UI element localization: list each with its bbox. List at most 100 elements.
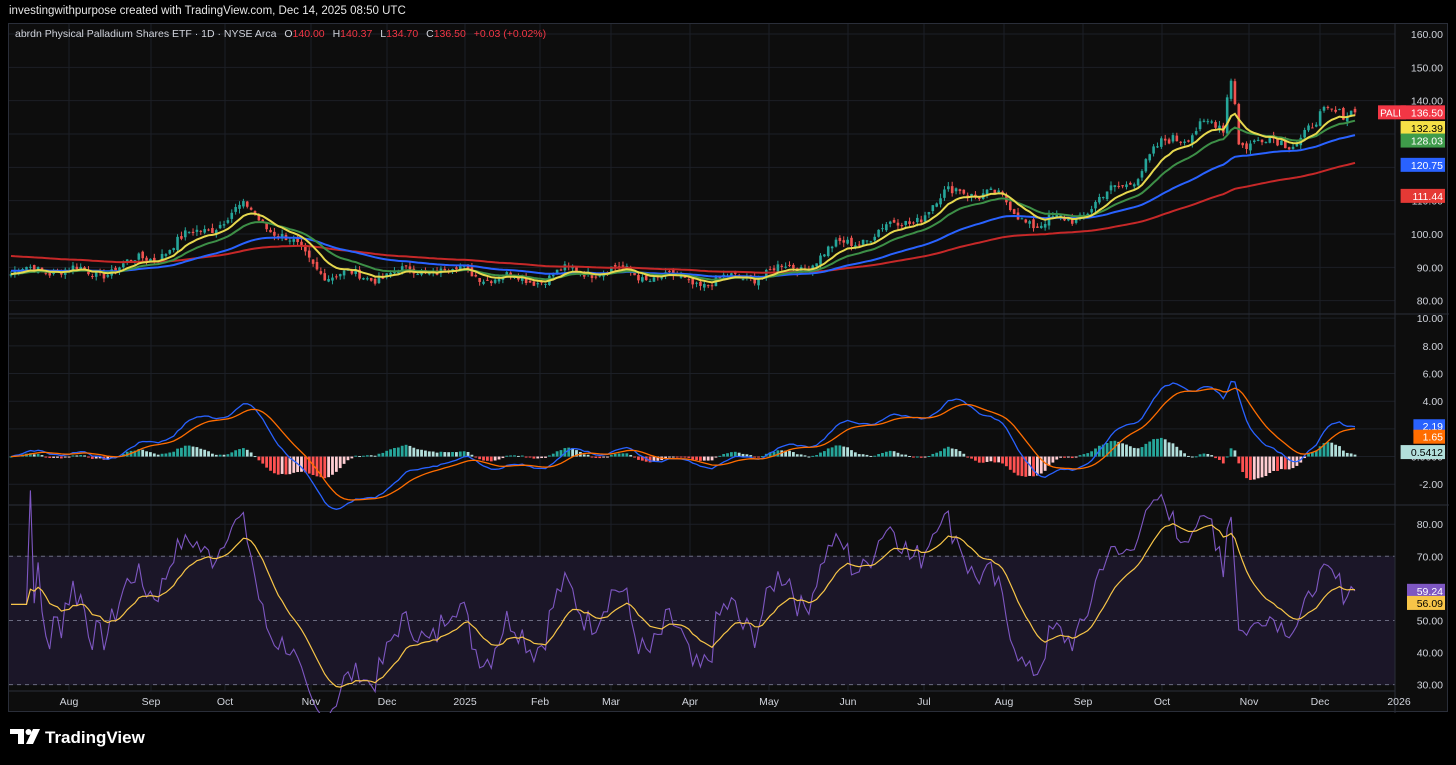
histogram-bar	[850, 450, 853, 457]
histogram-bar	[1268, 456, 1272, 473]
histogram-bar	[869, 455, 873, 457]
histogram-bar	[1338, 446, 1341, 457]
chart-canvas[interactable]: 160.00150.00140.00130.00120.00110.00100.…	[9, 24, 1449, 724]
histogram-bar	[1283, 456, 1287, 470]
histogram-bar	[276, 456, 280, 475]
candle-body	[416, 274, 419, 276]
histogram-bar	[234, 450, 238, 457]
histogram-bar	[1163, 439, 1167, 457]
candle-body	[846, 239, 849, 244]
histogram-bar	[400, 445, 404, 457]
candle-body	[648, 281, 652, 283]
candle-body	[1276, 138, 1279, 146]
x-tick-label: Oct	[217, 696, 233, 708]
histogram-bar	[1175, 446, 1179, 457]
candle-body	[861, 239, 865, 245]
value-badge	[1407, 583, 1445, 598]
candle-body	[482, 281, 485, 284]
histogram-bar	[811, 455, 815, 457]
candle-body	[1032, 219, 1035, 229]
histogram-bar	[633, 456, 636, 458]
time-scale[interactable]: Aug Sep Oct Nov Dec 2025 Feb Mar Apr May Jun Jul Aug…	[60, 696, 1411, 708]
histogram-bar	[385, 450, 389, 457]
histogram-bar	[1028, 456, 1032, 476]
histogram-bar	[745, 454, 749, 457]
candle-body	[397, 272, 400, 274]
candle-body	[420, 271, 423, 275]
candle-body	[32, 265, 36, 272]
candle-body	[974, 194, 977, 197]
candle-body	[48, 272, 52, 276]
y-tick-label: 8.00	[1423, 341, 1444, 353]
histogram-bar	[846, 447, 850, 457]
candle-body	[641, 277, 644, 282]
candle-body	[706, 285, 710, 287]
candle-body	[1187, 140, 1190, 142]
price-candles	[9, 78, 1357, 292]
candle-body	[854, 245, 857, 247]
ema-lines	[10, 112, 1356, 284]
candle-body	[226, 220, 230, 223]
candle-body	[292, 239, 296, 242]
histogram-bar	[1159, 437, 1163, 457]
histogram-bar	[9, 456, 13, 458]
histogram-bar	[602, 456, 605, 458]
histogram-bar	[617, 453, 621, 457]
chart-area[interactable]: 160.00150.00140.00130.00120.00110.00100.…	[8, 23, 1449, 724]
candle-body	[1326, 106, 1330, 108]
candle-body	[249, 207, 253, 210]
candle-body	[784, 266, 787, 268]
value-badge-label: 0.5412	[1411, 447, 1443, 459]
histogram-bar	[1059, 456, 1063, 458]
histogram-bar	[257, 456, 261, 461]
histogram-bar	[168, 452, 172, 457]
candle-body	[195, 229, 199, 232]
y-tick-label: 150.00	[1411, 62, 1443, 74]
candle-body	[757, 279, 760, 286]
candle-body	[455, 267, 458, 270]
histogram-bar	[90, 456, 94, 459]
candle-body	[133, 260, 137, 262]
candle-body	[1094, 201, 1097, 209]
histogram-bar	[1086, 453, 1090, 457]
histogram-bar	[1094, 448, 1097, 457]
histogram-bar	[718, 455, 722, 457]
candle-body	[1330, 108, 1334, 110]
candle-body	[865, 240, 869, 242]
candle-body	[1338, 108, 1341, 111]
histogram-bar	[679, 456, 683, 458]
candle-body	[1191, 135, 1194, 144]
histogram-bar	[214, 454, 218, 457]
candle-body	[520, 276, 524, 281]
histogram-bar	[788, 450, 791, 457]
histogram-bar	[323, 456, 327, 479]
histogram-bar	[1233, 450, 1237, 457]
candle-body	[458, 266, 462, 270]
histogram-bar	[462, 451, 466, 457]
histogram-bar	[478, 456, 482, 460]
histogram-bar	[493, 456, 497, 461]
value-badge	[1400, 105, 1445, 120]
y-tick-label: 50.00	[1417, 615, 1443, 627]
candle-body	[1202, 120, 1206, 122]
histogram-bar	[1190, 456, 1194, 458]
histogram-bar	[536, 456, 540, 459]
histogram-bar	[331, 456, 334, 475]
x-tick-label: Nov	[1240, 696, 1259, 708]
tradingview-logo[interactable]: TradingView	[0, 713, 300, 760]
histogram-bar	[199, 448, 203, 457]
histogram-bar	[1287, 456, 1291, 470]
candle-body	[935, 203, 938, 207]
candle-body	[687, 279, 691, 281]
last-value-labels: PALL 136.50132.39128.03120.75111.442.191.…	[1378, 105, 1445, 610]
candle-body	[1156, 146, 1159, 148]
histogram-bar	[67, 456, 71, 458]
candle-body	[695, 282, 698, 284]
histogram-bar	[420, 449, 423, 457]
histogram-bar	[664, 456, 667, 459]
candle-body	[613, 265, 617, 267]
histogram-bar	[1245, 456, 1248, 479]
histogram-bar	[1171, 443, 1175, 457]
candle-body	[1024, 219, 1028, 223]
candle-body	[94, 271, 98, 277]
